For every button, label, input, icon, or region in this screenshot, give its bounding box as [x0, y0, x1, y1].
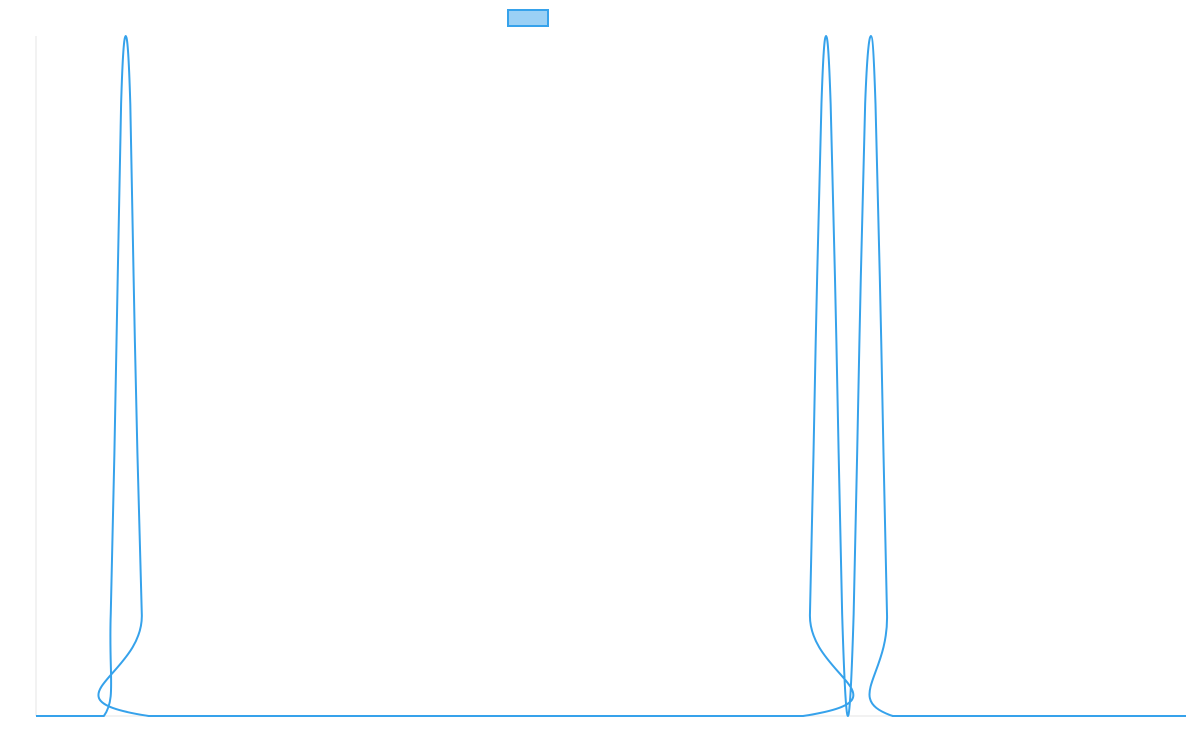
series-line-0[interactable]	[36, 35, 1186, 718]
series-layer	[36, 35, 1186, 718]
legend-swatch[interactable]	[507, 9, 549, 27]
legend[interactable]	[507, 9, 549, 27]
